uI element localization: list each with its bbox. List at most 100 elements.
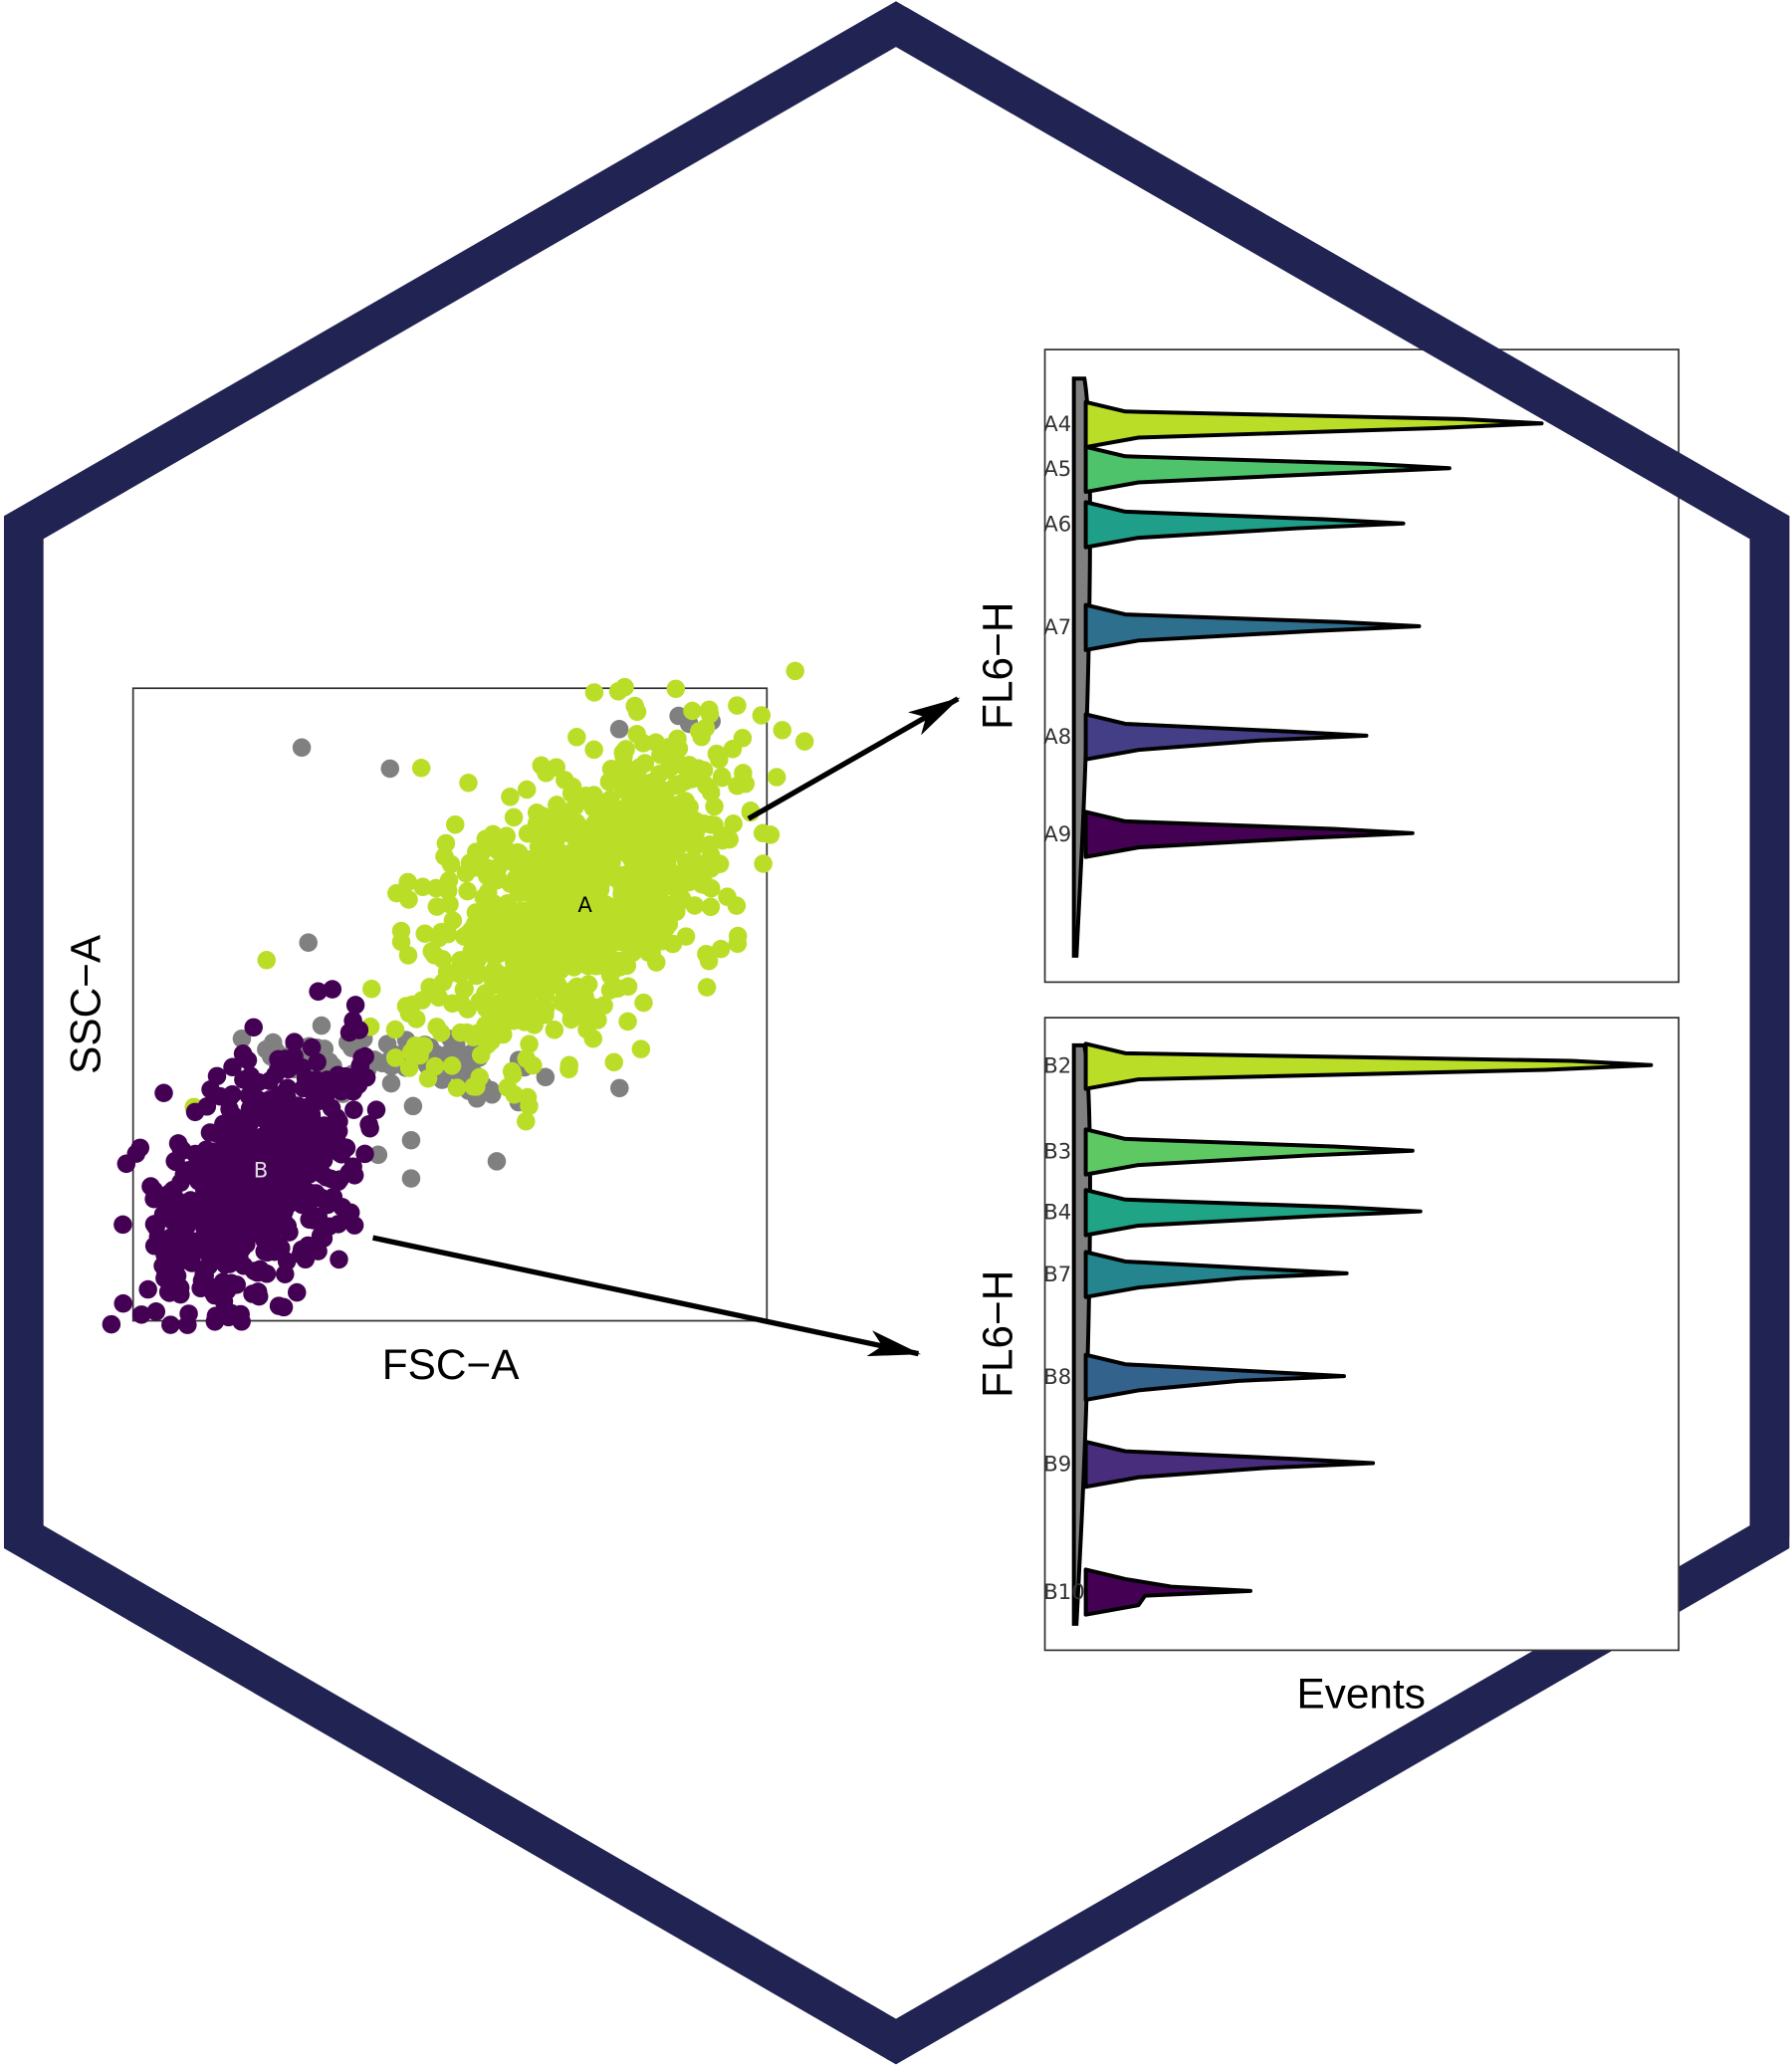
gate-a-point [431, 1023, 451, 1042]
ungated-point [610, 1078, 629, 1098]
gate-b-point [345, 996, 365, 1015]
gate-a-point [426, 878, 446, 898]
ungated-point [536, 1067, 556, 1087]
gate-a-point [655, 786, 675, 805]
gate-b-point [348, 1075, 368, 1094]
gate-a-point [604, 1052, 623, 1072]
gate-a-point [533, 948, 553, 967]
gate-b-point [239, 1086, 259, 1105]
gate-a-point [648, 829, 667, 849]
ridge-B8 [1083, 1352, 1346, 1402]
gate-b-point [269, 1049, 288, 1069]
gate-b-point [149, 1229, 168, 1249]
gate-b-point [113, 1293, 132, 1313]
gate-a-point [773, 721, 792, 740]
gate-b-point [161, 1315, 180, 1334]
gate-a-point [620, 847, 640, 867]
gate-b-point [144, 1215, 164, 1234]
gate-a-point [663, 802, 683, 820]
gate-b-point [210, 1086, 230, 1106]
gate-b-point [330, 1250, 348, 1269]
gate-a-point [713, 768, 732, 788]
gate-a-point [436, 833, 456, 853]
gate-a-point [617, 956, 637, 976]
ridge-A9 [1083, 809, 1415, 859]
ungated-point [377, 1034, 397, 1053]
ridge-A6 [1083, 500, 1406, 550]
ridge-A5 [1083, 444, 1452, 495]
gate-b-point [325, 1116, 344, 1135]
ungated-point [312, 1016, 332, 1035]
gate-a-point [465, 914, 485, 934]
gate-a-point [418, 1068, 438, 1088]
gate-a-point [536, 1000, 556, 1019]
gate-a-point [398, 872, 417, 892]
gate-b-point [266, 1065, 285, 1084]
gate-b-point [275, 1264, 295, 1283]
gate-b-point [102, 1314, 121, 1334]
gate-a-point [666, 679, 686, 699]
gate-b-point [334, 1072, 352, 1092]
gate-b-point [153, 1257, 172, 1275]
gate-b-point [320, 1217, 338, 1237]
gate-a-point [614, 755, 633, 774]
ridge-panel-top [1043, 348, 1680, 984]
gate-a-point [546, 832, 565, 851]
gate-b-point [213, 1272, 233, 1291]
scatter-plot: A B FSC−A SSC−A [63, 661, 814, 1388]
gate-b-point [344, 1100, 363, 1119]
gate-a-point [514, 909, 533, 928]
gate-b-point [191, 1278, 210, 1298]
gate-label-a: A [577, 892, 592, 917]
gate-a-point [675, 815, 694, 834]
gate-a-point [702, 878, 721, 898]
gate-b-point [160, 1183, 179, 1203]
arrow-to-b-ridges [372, 1235, 922, 1357]
gate-a-point [578, 956, 598, 976]
gate-a-point [547, 807, 566, 826]
gate-b-point [240, 1113, 260, 1133]
gate-b-point [296, 1250, 316, 1269]
ungated-point [232, 1029, 252, 1048]
gate-a-point [634, 993, 653, 1013]
gate-b-point [217, 1179, 236, 1199]
gate-a-point [589, 876, 609, 895]
gate-a-point [584, 815, 603, 834]
gate-b-point [233, 1044, 253, 1063]
gate-b-point [181, 1212, 201, 1231]
gate-a-point [362, 979, 381, 999]
gate-a-point [525, 884, 545, 903]
gate-a-point [547, 758, 566, 777]
gate-b-point [248, 1263, 268, 1282]
gate-a-point [661, 862, 680, 882]
gate-b-point [264, 1131, 283, 1150]
gate-a-point [608, 979, 627, 998]
gate-b-point [300, 1210, 319, 1230]
gate-a-point [517, 780, 537, 800]
gate-a-point [502, 852, 522, 871]
gate-a-point [512, 980, 532, 1000]
ridge-label-B8: B8 [1043, 1364, 1071, 1389]
gate-a-point [440, 894, 459, 914]
gate-b-point [113, 1215, 132, 1235]
gate-a-point [545, 1021, 564, 1039]
gate-b-point [173, 1141, 192, 1160]
gate-b-point [249, 1072, 268, 1092]
gate-a-point [443, 911, 463, 930]
gate-a-point [562, 880, 582, 899]
gate-b-point [278, 1216, 298, 1236]
scatter-points [102, 661, 814, 1334]
gate-b-point [302, 1037, 322, 1057]
gate-a-point [627, 702, 647, 722]
gate-a-point [399, 1058, 419, 1077]
gate-b-point [344, 1166, 364, 1185]
gate-a-point [713, 830, 732, 850]
gate-b-point [234, 1257, 254, 1275]
gate-a-point [794, 732, 814, 751]
gate-b-point [309, 982, 328, 1002]
gate-b-point [165, 1240, 185, 1260]
gate-b-point [359, 1115, 378, 1134]
gate-b-point [234, 1070, 253, 1089]
gate-a-point [578, 843, 597, 863]
